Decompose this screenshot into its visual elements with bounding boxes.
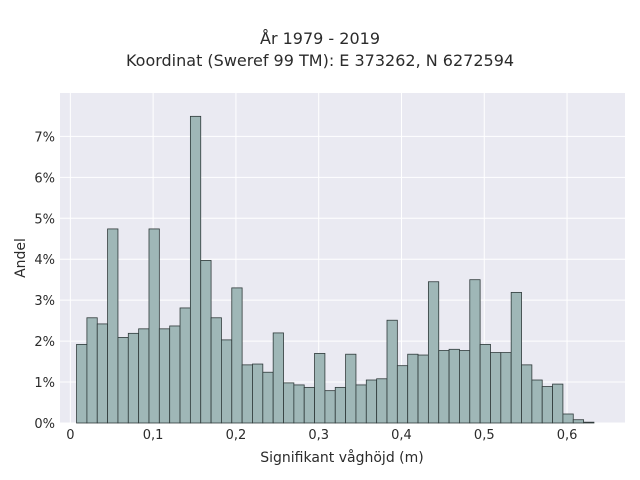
histogram-bar: [272, 332, 284, 424]
histogram-bar: [386, 319, 398, 424]
histogram-bar: [293, 384, 305, 424]
histogram-bar: [158, 328, 171, 424]
x-axis-label: Signifikant våghöjd (m): [260, 449, 423, 466]
x-tick-label: 0: [66, 428, 74, 443]
histogram-bar: [221, 339, 233, 424]
histogram-bar: [231, 287, 243, 424]
histogram-bar: [510, 291, 522, 424]
x-tick-label: 0,4: [391, 428, 412, 443]
histogram-bar: [117, 337, 129, 424]
histogram-bar: [210, 317, 222, 424]
y-axis-label: Andel: [13, 238, 29, 278]
histogram-bar: [96, 323, 109, 424]
histogram-bar: [179, 307, 191, 424]
histogram-bar: [448, 348, 460, 424]
y-axis-ticks: 0% 1% 2% 3% 4% 5% 6% 7%: [34, 130, 55, 432]
histogram-bar: [107, 228, 119, 424]
y-tick-label: 4%: [34, 253, 55, 268]
histogram-bar: [583, 421, 595, 424]
histogram-bar: [572, 419, 585, 424]
histogram-bar: [86, 317, 98, 424]
histogram-bar: [324, 390, 336, 424]
histogram-bar: [562, 413, 574, 424]
histogram-bar: [76, 343, 88, 424]
histogram-bar: [283, 382, 295, 424]
histogram-bar: [490, 352, 502, 424]
y-tick-label: 5%: [34, 212, 55, 227]
histogram-bar: [531, 379, 543, 424]
y-tick-label: 3%: [34, 294, 55, 309]
histogram-bar: [345, 353, 357, 424]
bars-group: [76, 115, 595, 424]
x-tick-label: 0,2: [226, 428, 247, 443]
histogram-bar: [500, 352, 512, 424]
histogram-bar: [334, 386, 347, 424]
histogram-bar: [241, 364, 253, 424]
histogram-bar: [521, 364, 533, 424]
x-axis-ticks: 0 0,1 0,2 0,3 0,4 0,5 0,6: [66, 428, 577, 443]
histogram-bar: [169, 325, 181, 424]
histogram-bar: [427, 281, 440, 424]
histogram-bar: [407, 353, 419, 424]
histogram-bar: [148, 228, 160, 424]
histogram-bar: [303, 386, 315, 424]
histogram-bar: [365, 379, 378, 424]
histogram-bar: [262, 371, 274, 424]
y-tick-label: 0%: [34, 417, 55, 432]
x-tick-label: 0,3: [308, 428, 329, 443]
y-tick-label: 6%: [34, 171, 55, 186]
histogram-bar: [376, 378, 388, 424]
histogram-bar: [252, 363, 264, 424]
histogram-bar: [127, 332, 140, 424]
x-tick-label: 0,5: [474, 428, 495, 443]
x-tick-label: 0,1: [143, 428, 164, 443]
histogram-bar: [479, 343, 491, 424]
histogram-bar: [396, 365, 409, 424]
histogram-bar: [189, 115, 202, 424]
y-tick-label: 7%: [34, 130, 55, 145]
histogram-bar: [438, 350, 450, 424]
histogram-bar: [469, 279, 481, 424]
histogram-bar: [138, 328, 150, 424]
histogram-bar: [314, 352, 326, 424]
histogram-bar: [355, 384, 367, 424]
histogram-bar: [417, 354, 429, 424]
x-tick-label: 0,6: [557, 428, 578, 443]
y-tick-label: 2%: [34, 335, 55, 350]
chart-subtitle: Koordinat (Sweref 99 TM): E 373262, N 62…: [125, 51, 515, 70]
histogram-bar: [552, 383, 564, 424]
histogram-bar: [459, 350, 471, 424]
chart-title: År 1979 - 2019: [260, 29, 380, 48]
histogram-bar: [541, 386, 553, 424]
y-tick-label: 1%: [34, 376, 55, 391]
histogram-bar: [200, 260, 212, 424]
